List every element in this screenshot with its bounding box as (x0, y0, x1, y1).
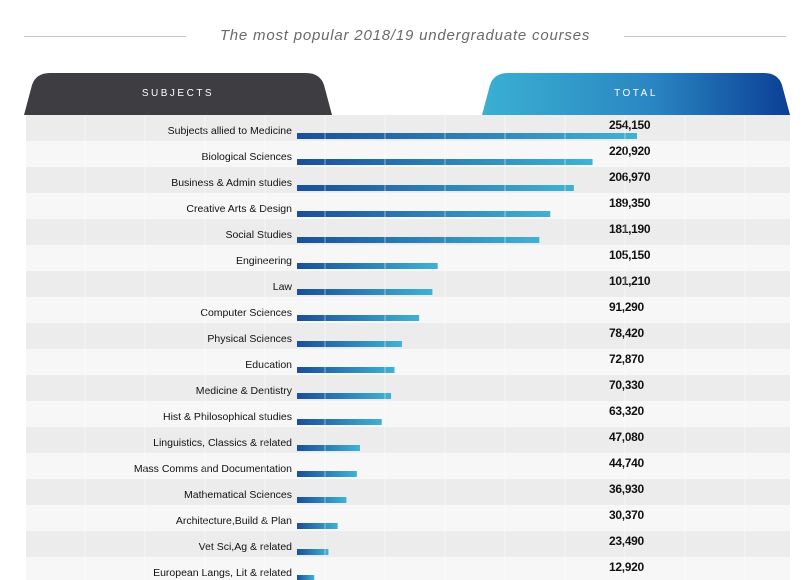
bar (297, 159, 593, 165)
category-label: Law (273, 281, 293, 293)
category-label: European Langs, Lit & related (153, 567, 292, 579)
category-label: Social Studies (225, 229, 292, 241)
bar (297, 445, 360, 451)
value-label: 254,150 (609, 118, 651, 132)
value-label: 181,190 (609, 222, 651, 236)
title-rule-left (24, 36, 186, 37)
value-label: 105,150 (609, 248, 651, 262)
category-label: Business & Admin studies (171, 177, 292, 189)
value-label: 70,330 (609, 378, 645, 392)
category-label: Biological Sciences (202, 151, 292, 163)
bar (297, 497, 347, 503)
category-label: Subjects allied to Medicine (168, 125, 292, 137)
bar (297, 315, 420, 321)
chart-title: The most popular 2018/19 undergraduate c… (219, 27, 591, 44)
category-label: Physical Sciences (207, 333, 292, 345)
value-label: 91,290 (609, 300, 645, 314)
category-label: Architecture,Build & Plan (176, 515, 292, 527)
subjects-tab-shape (24, 73, 332, 115)
value-label: 12,920 (609, 560, 645, 574)
subjects-header-tab: SUBJECTS (24, 73, 332, 115)
total-header-label: TOTAL (614, 88, 658, 99)
value-label: 220,920 (609, 144, 651, 158)
value-label: 101,210 (609, 274, 651, 288)
bar-chart: Subjects allied to Medicine 254,150 Biolog… (134, 118, 651, 580)
value-label: 44,740 (609, 456, 645, 470)
bar (297, 575, 315, 580)
category-label: Medicine & Dentistry (196, 385, 293, 397)
value-label: 36,930 (609, 482, 645, 496)
category-label: Engineering (236, 255, 292, 267)
bar (297, 471, 357, 477)
value-label: 72,870 (609, 352, 645, 366)
value-label: 23,490 (609, 534, 645, 548)
value-label: 78,420 (609, 326, 645, 340)
category-label: Vet Sci,Ag & related (199, 541, 293, 553)
total-header-tab: TOTAL (482, 73, 790, 115)
bar (297, 133, 637, 139)
bar (297, 211, 551, 217)
bar (297, 393, 392, 399)
bar (297, 549, 329, 555)
value-label: 63,320 (609, 404, 645, 418)
category-label: Education (245, 359, 292, 371)
title-row: The most popular 2018/19 undergraduate c… (0, 22, 810, 52)
value-label: 189,350 (609, 196, 651, 210)
subjects-header-label: SUBJECTS (141, 88, 215, 99)
category-label: Linguistics, Classics & related (153, 437, 292, 449)
category-label: Hist & Philosophical studies (163, 411, 292, 423)
bar (297, 263, 438, 269)
value-label: 206,970 (609, 170, 651, 184)
category-label: Computer Sciences (200, 307, 292, 319)
category-label: Creative Arts & Design (186, 203, 292, 215)
total-tab-shape (482, 73, 790, 115)
bar (297, 419, 382, 425)
bar (297, 289, 433, 295)
chart-area: Subjects allied to Medicine 254,150 Biolog… (26, 115, 790, 580)
bar (297, 367, 395, 373)
category-label: Mass Comms and Documentation (134, 463, 292, 475)
bar (297, 185, 574, 191)
category-label: Mathematical Sciences (184, 489, 292, 501)
title-rule-right (624, 36, 786, 37)
bar (297, 341, 402, 347)
value-label: 47,080 (609, 430, 645, 444)
value-label: 30,370 (609, 508, 645, 522)
bar (297, 523, 338, 529)
bar (297, 237, 540, 243)
